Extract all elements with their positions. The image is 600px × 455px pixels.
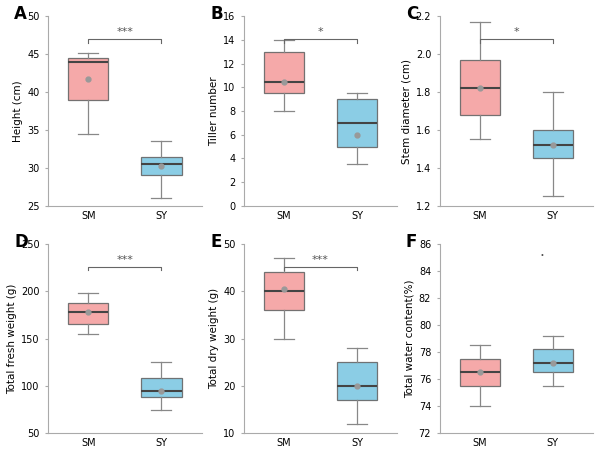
PathPatch shape [68, 58, 109, 100]
Text: ***: *** [116, 27, 133, 37]
Text: F: F [406, 233, 417, 251]
PathPatch shape [533, 349, 573, 372]
PathPatch shape [68, 303, 109, 324]
Text: *: * [318, 27, 323, 37]
Text: *: * [514, 27, 519, 37]
Text: A: A [14, 5, 27, 23]
PathPatch shape [337, 99, 377, 147]
Y-axis label: Total water content(%): Total water content(%) [404, 279, 415, 398]
Y-axis label: Tiller number: Tiller number [209, 76, 219, 146]
Text: ***: *** [116, 255, 133, 265]
Y-axis label: Total dry weight (g): Total dry weight (g) [209, 288, 219, 389]
PathPatch shape [460, 60, 500, 115]
PathPatch shape [264, 273, 304, 310]
PathPatch shape [460, 359, 500, 386]
Text: D: D [14, 233, 28, 251]
PathPatch shape [533, 130, 573, 158]
Text: ***: *** [312, 255, 329, 265]
PathPatch shape [337, 362, 377, 400]
PathPatch shape [264, 52, 304, 93]
Y-axis label: Height (cm): Height (cm) [13, 80, 23, 142]
Y-axis label: Stem diameter (cm): Stem diameter (cm) [401, 59, 412, 164]
PathPatch shape [141, 157, 182, 176]
Text: B: B [210, 5, 223, 23]
Text: .: . [539, 244, 544, 259]
PathPatch shape [141, 378, 182, 397]
Text: C: C [406, 5, 418, 23]
Y-axis label: Total fresh weight (g): Total fresh weight (g) [7, 283, 17, 394]
Text: E: E [210, 233, 221, 251]
